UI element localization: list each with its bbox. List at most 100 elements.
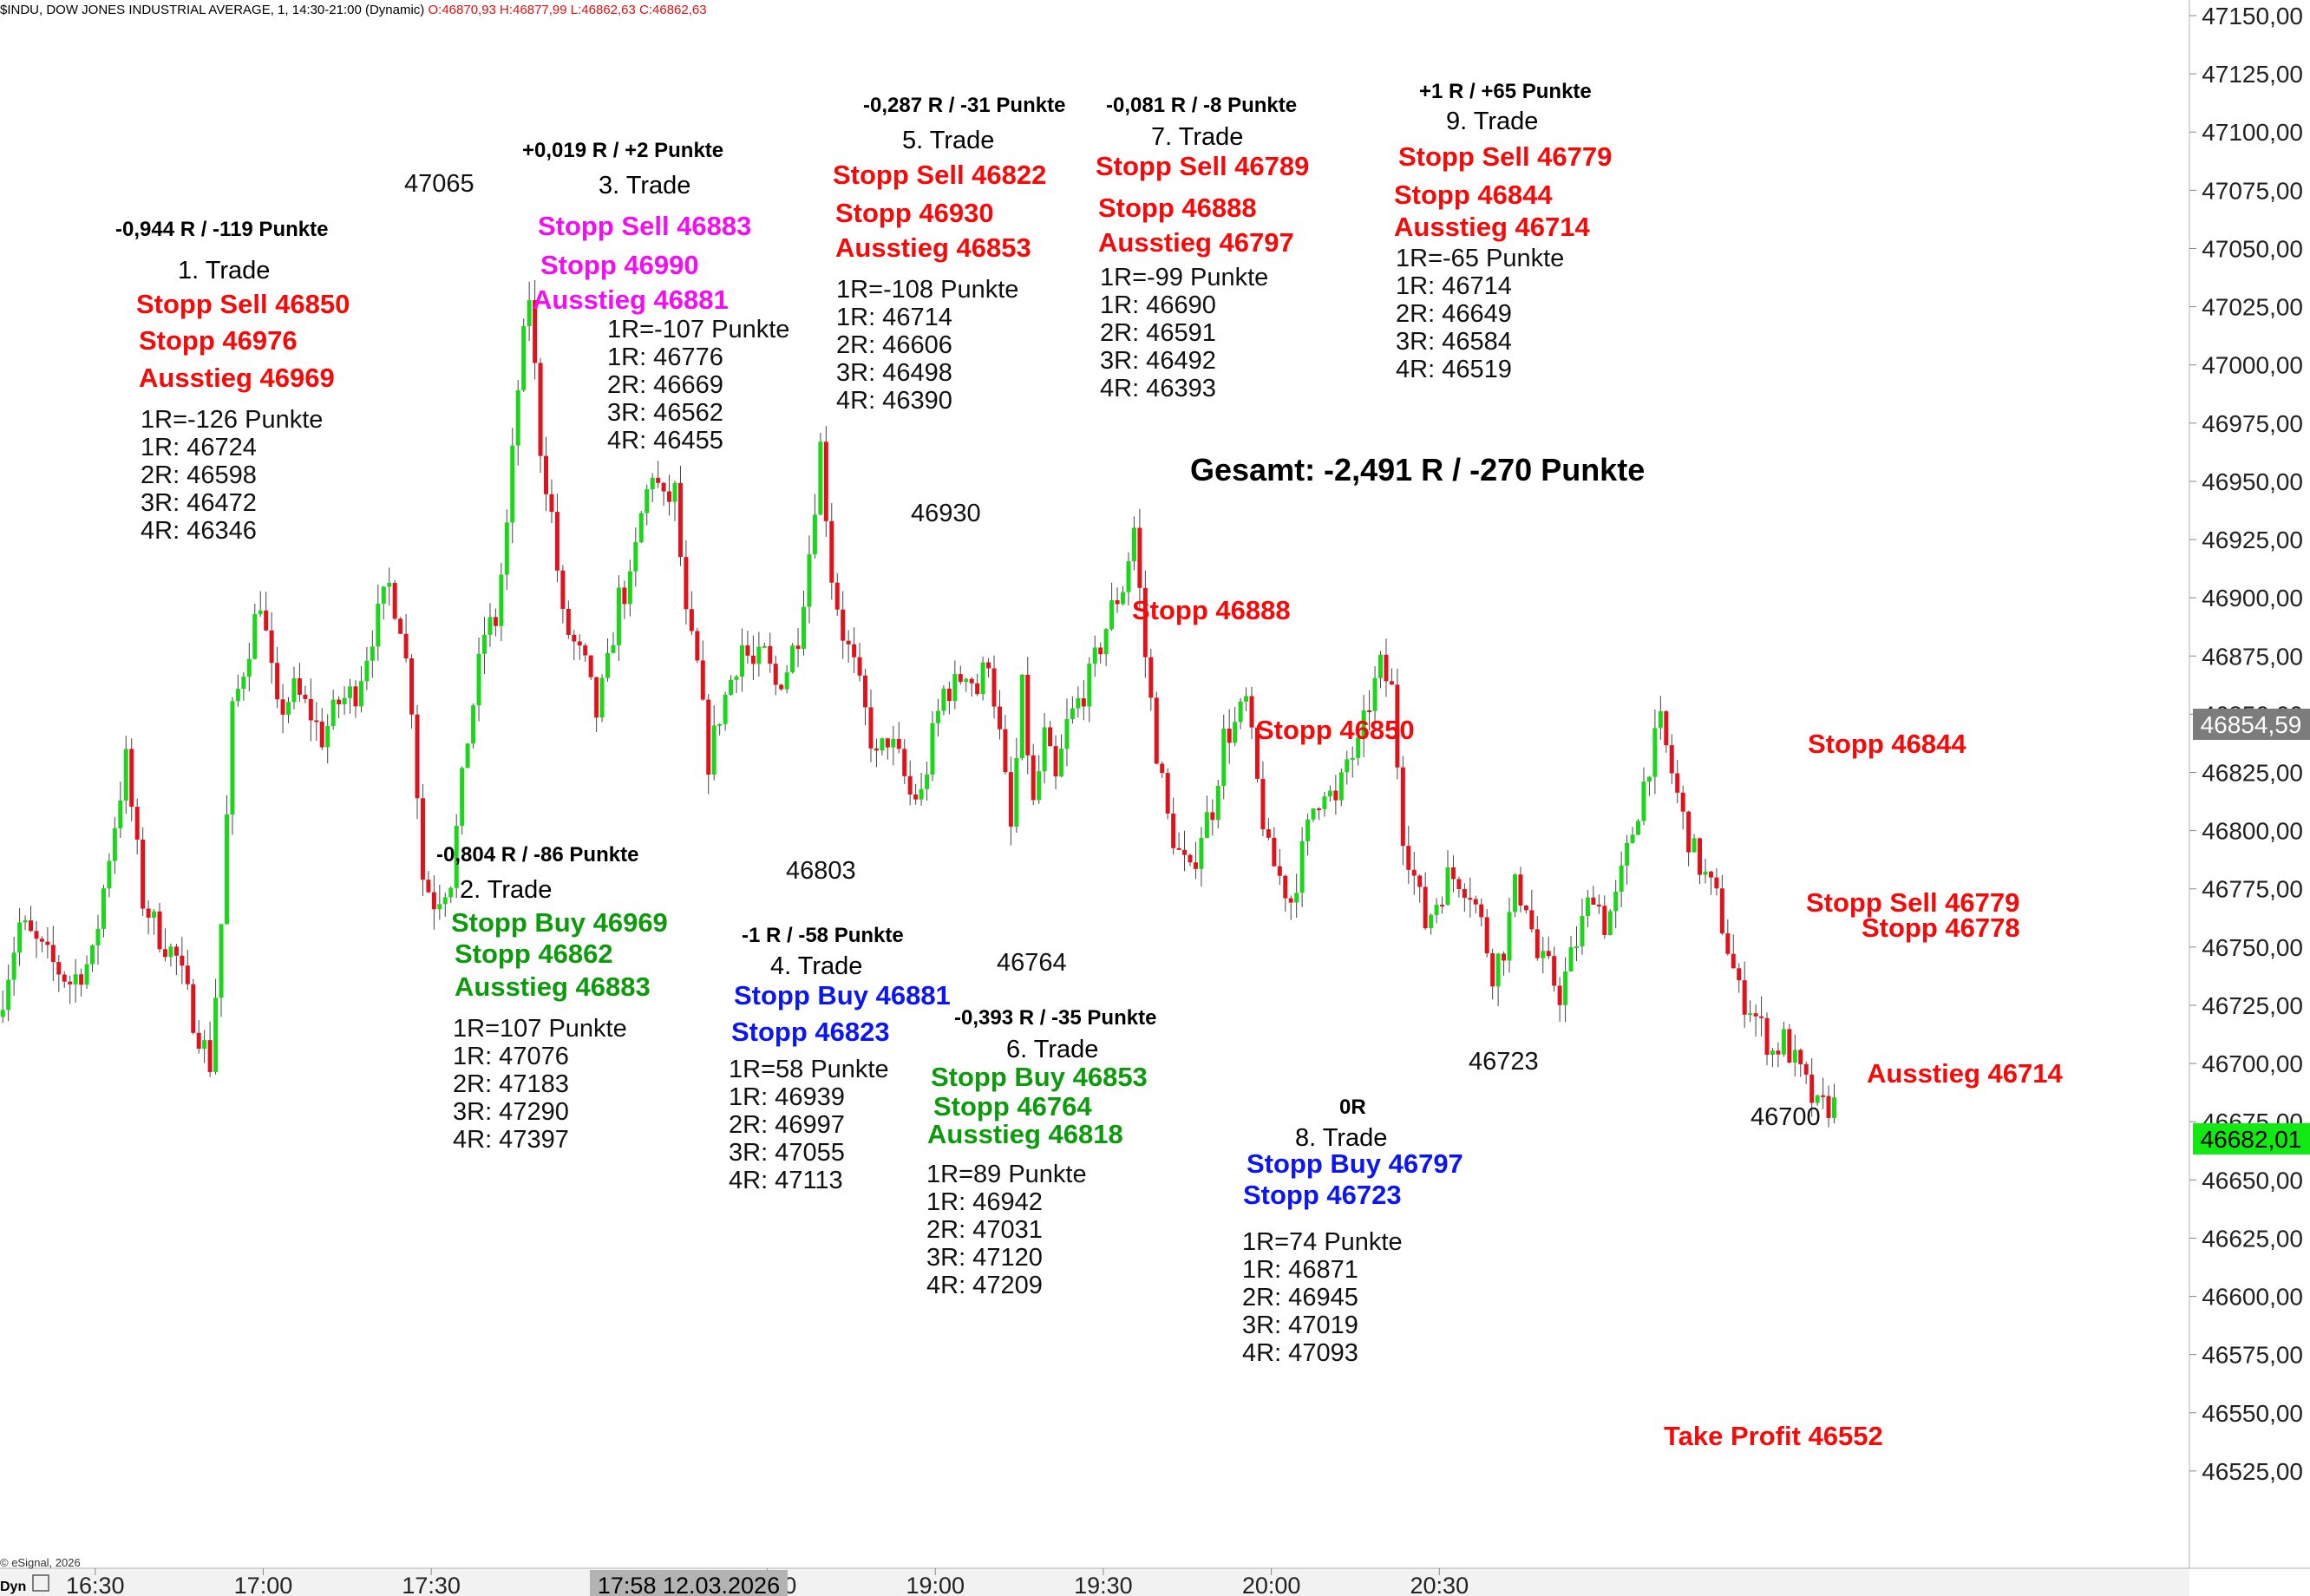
candle-up	[1311, 808, 1316, 820]
candle-down	[896, 738, 901, 749]
level-line: 3R: 46472	[141, 489, 257, 517]
sell-label-46779: Stopp Sell 46779	[1806, 887, 2020, 918]
level-line: 1R=-99 Punkte	[1100, 264, 1269, 291]
trade-9-levels: 1R=-65 Punkte 1R: 46714 2R: 46649 3R: 46…	[1396, 245, 1564, 383]
candle-down	[275, 663, 280, 700]
level-line: 2R: 46669	[607, 371, 723, 399]
candle-down	[431, 892, 436, 910]
peak-label-46930: 46930	[911, 500, 981, 527]
candle-up	[1619, 865, 1624, 893]
candle-down	[79, 974, 84, 985]
candle-up	[1199, 838, 1204, 869]
mode-label[interactable]: Dyn	[0, 1580, 26, 1594]
y-tick-label: 47025,00	[2202, 294, 2303, 321]
lock-icon[interactable]	[32, 1574, 49, 1592]
candle-up	[807, 554, 812, 607]
candle-down	[677, 482, 683, 558]
trade-7-entry: Stopp Sell 46789	[1096, 151, 1310, 181]
candle-down	[1764, 1017, 1770, 1056]
y-tick-label: 47150,00	[2202, 3, 2303, 29]
candle-up	[1574, 946, 1579, 949]
candle-up	[1064, 719, 1070, 749]
candle-down	[745, 645, 750, 656]
candle-down	[196, 1032, 201, 1050]
candle-down	[566, 608, 571, 635]
stop-label-46888: Stopp 46888	[1132, 595, 1291, 625]
candle-down	[902, 749, 907, 776]
candle-down	[1552, 956, 1557, 986]
candle-up	[235, 689, 240, 702]
trade-8-stop: Stopp 46723	[1243, 1180, 1402, 1210]
trade-3-result: +0,019 R / +2 Punkte	[522, 139, 724, 162]
candle-down	[1417, 875, 1423, 887]
candle-down	[1591, 897, 1596, 905]
candle-up	[370, 646, 375, 661]
candle-up	[1580, 916, 1585, 947]
candle-up	[1585, 897, 1590, 917]
candle-down	[572, 634, 577, 642]
y-tick-label: 47000,00	[2202, 352, 2303, 379]
candle-up	[0, 1010, 5, 1017]
candle-up	[1507, 912, 1512, 961]
candle-down	[1664, 711, 1669, 746]
candle-down	[185, 965, 190, 984]
candle-down	[1098, 647, 1103, 655]
candle-down	[1272, 837, 1277, 867]
candle-down	[1288, 898, 1293, 903]
candle-down	[1193, 862, 1198, 869]
level-line: 1R: 46942	[926, 1188, 1043, 1216]
y-tick-label: 46750,00	[2202, 934, 2303, 961]
candle-down	[1479, 904, 1484, 918]
trade-4-title: 4. Trade	[770, 952, 863, 980]
candle-down	[533, 300, 538, 363]
candle-up	[1233, 722, 1238, 743]
candle-down	[779, 684, 784, 690]
candle-down	[1518, 874, 1523, 906]
trade-5-title: 5. Trade	[902, 127, 995, 154]
candle-down	[1502, 953, 1507, 961]
trade-6-levels: 1R=89 Punkte 1R: 46942 2R: 47031 3R: 471…	[926, 1161, 1087, 1299]
level-line: 1R=-107 Punkte	[607, 316, 790, 343]
candle-up	[11, 952, 16, 980]
level-line: 1R: 46871	[1242, 1256, 1358, 1284]
candle-up	[252, 613, 258, 659]
candle-up	[1630, 834, 1635, 843]
candle-up	[527, 300, 532, 326]
y-tick-label: 46975,00	[2202, 410, 2303, 437]
y-tick-label: 46825,00	[2202, 760, 2303, 787]
level-line: 2R: 46997	[729, 1111, 845, 1139]
candle-up	[1299, 841, 1305, 893]
x-tick-label: 20:30	[1410, 1573, 1469, 1596]
y-tick-label: 46700,00	[2202, 1050, 2303, 1077]
candle-down	[834, 582, 840, 610]
trade-1-levels: 1R=-126 Punkte 1R: 46724 2R: 46598 3R: 4…	[141, 406, 323, 545]
level-line: 4R: 47093	[1242, 1339, 1358, 1367]
level-line: 2R: 46591	[1100, 319, 1216, 347]
candle-down	[157, 911, 162, 950]
time-axis[interactable]	[0, 1568, 2189, 1596]
candle-down	[1266, 829, 1271, 838]
candle-down	[1821, 1095, 1826, 1097]
candle-up	[1445, 867, 1450, 906]
price-axis[interactable]	[2189, 0, 2310, 1568]
candle-down	[141, 839, 146, 909]
candle-up	[488, 617, 493, 635]
trade-7-levels: 1R=-99 Punkte 1R: 46690 2R: 46591 3R: 46…	[1100, 264, 1268, 402]
candle-up	[1636, 821, 1641, 835]
candle-down	[398, 618, 403, 634]
candle-down	[1456, 879, 1462, 890]
candle-down	[173, 946, 179, 956]
candle-up	[1294, 893, 1299, 903]
candle-down	[656, 477, 661, 483]
level-line: 1R=74 Punkte	[1242, 1228, 1403, 1256]
level-line: 1R=89 Punkte	[926, 1161, 1087, 1188]
candle-up	[465, 743, 470, 769]
level-line: 2R: 47031	[926, 1216, 1043, 1244]
candle-up	[1652, 728, 1658, 777]
level-line: 1R=-108 Punkte	[836, 276, 1019, 304]
trade-1-exit: Ausstieg 46969	[139, 363, 335, 393]
trade-6-entry: Stopp Buy 46853	[931, 1062, 1148, 1092]
candle-down	[207, 1040, 213, 1072]
candle-up	[1748, 1013, 1753, 1016]
